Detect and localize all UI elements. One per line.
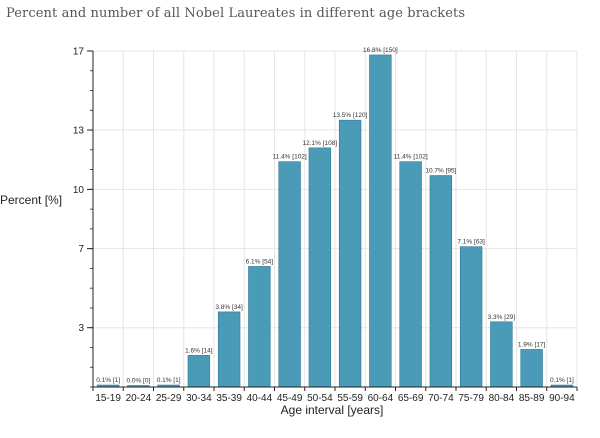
bar-30-34 [187, 355, 211, 388]
y-tick-label: 17 [73, 47, 85, 58]
y-tick-label: 13 [73, 126, 85, 137]
bar-75-79 [459, 246, 483, 388]
bar-35-39 [217, 311, 241, 388]
y-tick-label: 3 [78, 323, 84, 334]
data-label-40-44: 6.1% [54] [246, 258, 274, 265]
data-label-30-34: 1.6% [14] [185, 347, 213, 354]
data-label-80-84: 3.3% [29] [488, 314, 516, 321]
data-label-75-79: 7.1% [63] [457, 239, 485, 246]
data-labels: 0.1% [1] 0.0% [0] 0.1% [1] 1.6% [14] 3.8% [3… [96, 47, 574, 385]
data-label-65-69: 11.4% [102] [394, 154, 428, 161]
x-tick-label: 80-84 [489, 393, 515, 404]
data-label-35-39: 3.8% [34] [215, 304, 243, 311]
axes: 3 7 10 13 17 15-19 20-24 25-29 30-34 35-39 40-44 45… [73, 47, 578, 404]
x-tick-label: 50-54 [307, 393, 333, 404]
bars [96, 54, 574, 388]
data-label-85-89: 1.9% [17] [518, 341, 546, 348]
x-tick-label: 35-39 [216, 393, 242, 404]
data-label-50-54: 12.1% [108] [303, 140, 338, 147]
data-label-70-74: 10.7% [95] [425, 168, 456, 175]
data-label-60-64: 16.8% [150] [363, 47, 398, 54]
gridlines [92, 50, 578, 387]
data-label-45-49: 11.4% [102] [273, 154, 307, 161]
x-tick-label: 45-49 [277, 393, 303, 404]
x-tick-label: 65-69 [398, 393, 424, 404]
bar-65-69 [399, 161, 422, 388]
page-title: Percent and number of all Nobel Laureate… [6, 6, 466, 21]
bar-55-59 [338, 119, 362, 388]
data-label-25-29: 0.1% [1] [157, 377, 181, 384]
bar-45-49 [278, 161, 301, 388]
y-tick-label: 7 [78, 244, 84, 255]
bar-85-89 [520, 349, 543, 388]
data-label-20-24: 0.0% [0] [126, 378, 150, 385]
data-label-15-19: 0.1% [1] [96, 377, 120, 384]
x-axis-title: Age interval [years] [281, 403, 384, 417]
bar-60-64 [369, 54, 392, 388]
bar-50-54 [308, 147, 332, 388]
x-tick-label: 55-59 [337, 393, 363, 404]
bar-40-44 [248, 266, 271, 388]
x-tick-label: 90-94 [549, 393, 575, 404]
x-tick-label: 85-89 [519, 393, 545, 404]
x-tick-label: 60-64 [368, 393, 394, 404]
data-label-55-59: 13.5% [120] [333, 112, 368, 119]
data-label-90-94: 0.1% [1] [550, 377, 574, 384]
x-tick-label: 70-74 [428, 393, 454, 404]
x-tick-label: 40-44 [247, 393, 273, 404]
x-tick-label: 15-19 [95, 393, 121, 404]
x-tick-label: 30-34 [186, 393, 212, 404]
x-tick-label: 25-29 [156, 393, 182, 404]
y-tick-label: 10 [73, 185, 85, 196]
x-tick-label: 75-79 [458, 393, 484, 404]
bar-80-84 [490, 321, 513, 388]
x-tick-label: 20-24 [126, 393, 152, 404]
y-axis-title: Percent [%] [0, 193, 62, 207]
bar-70-74 [429, 175, 453, 388]
